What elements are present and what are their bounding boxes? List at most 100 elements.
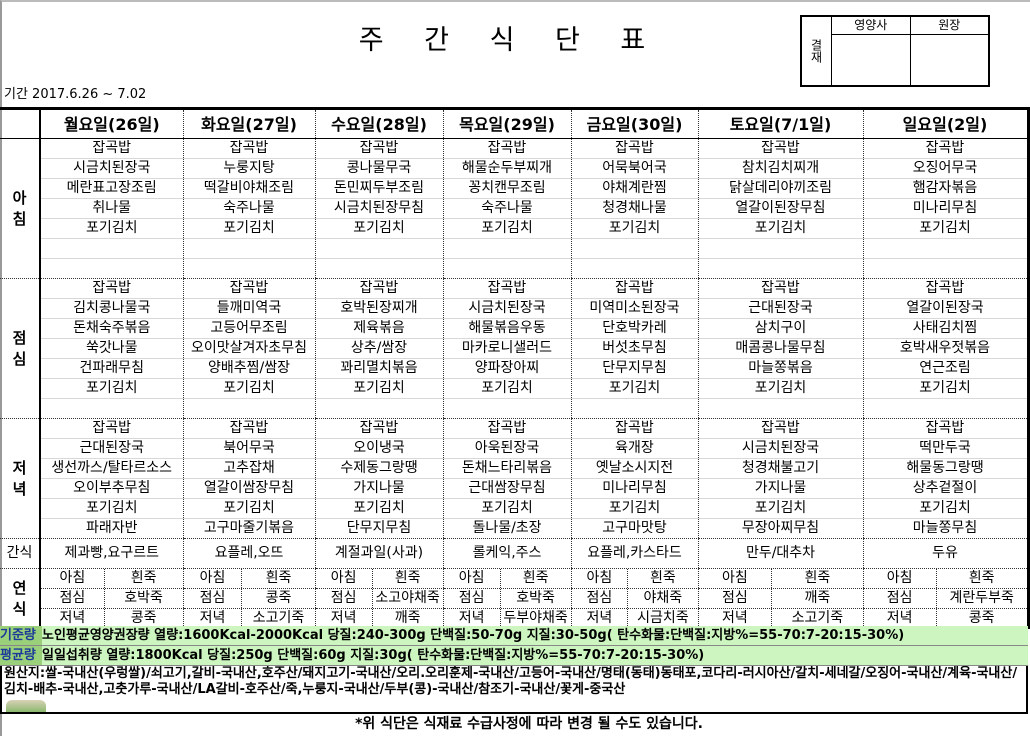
porridge-item: 소고야채죽 <box>375 590 440 606</box>
menu-item: 콩나물무국 <box>314 158 443 179</box>
menu-item: 삼치구이 <box>697 318 863 339</box>
menu-item: 단호박카레 <box>570 318 698 339</box>
menu-item: 시금치된장국 <box>442 298 571 319</box>
empty-cell <box>697 238 863 259</box>
breakfast-row: 아침 잡곡밥 잡곡밥 잡곡밥 잡곡밥 잡곡밥 잡곡밥 잡곡밥 <box>0 138 1028 279</box>
menu-item: 열갈이쌈장무침 <box>182 478 315 499</box>
average-row: 평균량 일일섭취량 열량:1800Kcal 당질:250g 단백질:60g 지질:… <box>0 646 1028 666</box>
porridge-row: 점심 호박죽 점심 콩죽 점심 소고야채죽 점심 호박죽 점심 야채죽 점심 깨죽 점심 계란두부죽 <box>0 588 1028 609</box>
menu-item: 마카로니샐러드 <box>442 338 571 359</box>
menu-item: 상추/쌈장 <box>314 338 443 359</box>
porridge-cell: 아침 흰죽 <box>39 568 183 589</box>
standard-label: 기준량 <box>0 626 42 645</box>
porridge-meal: 점심 <box>316 589 373 608</box>
porridge-item: 계란두부죽 <box>949 590 1014 606</box>
porridge-meal: 저녁 <box>572 609 629 628</box>
menu-item: 잡곡밥 <box>570 138 698 159</box>
porridge-item: 콩죽 <box>130 610 157 626</box>
menu-item: 마늘쫑무침 <box>862 518 1028 539</box>
snack-item: 계절과일(사과) <box>314 538 443 569</box>
porridge-item: 소고기죽 <box>791 610 844 626</box>
menu-item: 상추겉절이 <box>862 478 1028 499</box>
empty-cell <box>314 258 443 279</box>
approval-box: 결재 영양사 원장 <box>800 15 990 87</box>
dinner-label: 저녁 <box>0 418 41 539</box>
porridge-item: 콩죽 <box>968 610 995 626</box>
porridge-meal: 저녁 <box>41 609 105 628</box>
breakfast-row: 취나물 숙주나물 시금치된장무침 숙주나물 청경채나물 열갈이된장무침 미나리무침 <box>0 198 1028 219</box>
day-header: 금요일(30일) <box>570 108 698 139</box>
menu-item: 미나리무침 <box>862 198 1028 219</box>
meal-label-text: 점심 <box>12 328 27 368</box>
empty-cell <box>442 398 571 419</box>
empty-cell <box>39 238 183 259</box>
menu-item: 잡곡밥 <box>442 138 571 159</box>
menu-item: 양배추찜/쌈장 <box>182 358 315 379</box>
approval-col-header: 영양사 <box>832 17 910 35</box>
menu-item: 열갈이된장국 <box>862 298 1028 319</box>
menu-item: 잡곡밥 <box>570 278 698 299</box>
menu-item: 잡곡밥 <box>442 278 571 299</box>
menu-item: 포기김치 <box>39 218 183 239</box>
menu-item: 근대쌈장무침 <box>442 478 571 499</box>
menu-item: 돈채숙주볶음 <box>39 318 183 339</box>
menu-item: 마늘쫑볶음 <box>697 358 863 379</box>
porridge-cell: 아침 흰죽 <box>442 568 571 589</box>
lunch-row: 쑥갓나물 오이맛살겨자초무침 상추/쌈장 마카로니샐러드 버섯초무침 매콤콩나물무침 호박새… <box>0 338 1028 359</box>
porridge-item: 흰죽 <box>968 570 995 586</box>
porridge-meal: 아침 <box>41 569 105 588</box>
porridge-label-text: 연식 <box>12 578 27 618</box>
menu-item: 오징어무국 <box>862 158 1028 179</box>
menu-item: 호박새우젓볶음 <box>862 338 1028 359</box>
menu-item: 쑥갓나물 <box>39 338 183 359</box>
porridge-cell: 아침 흰죽 <box>697 568 863 589</box>
menu-item: 건파래무침 <box>39 358 183 379</box>
menu-item: 버섯초무침 <box>570 338 698 359</box>
menu-item: 포기김치 <box>570 218 698 239</box>
origin-text: 원산지:쌀-국내산(우렁쌀)/쇠고기,갈비-국내산,호주산/돼지고기-국내산/오… <box>4 666 1018 697</box>
corner-cell <box>0 108 41 139</box>
approval-director: 원장 <box>910 17 988 85</box>
snack-item: 두유 <box>862 538 1028 569</box>
porridge-item: 야채죽 <box>643 590 683 606</box>
menu-item: 취나물 <box>39 198 183 219</box>
porridge-cell: 아침 흰죽 <box>182 568 315 589</box>
empty-cell <box>442 258 571 279</box>
nutrition-standards: 기준량 노인평균영양권장량 열량:1600Kcal-2000Kcal 당질:240… <box>0 626 1028 666</box>
menu-item: 해물동그랑땡 <box>862 458 1028 479</box>
porridge-item: 흰죽 <box>130 570 157 586</box>
menu-item: 포기김치 <box>314 498 443 519</box>
porridge-cell: 점심 콩죽 <box>182 588 315 609</box>
menu-item: 돌나물/초장 <box>442 518 571 539</box>
porridge-meal: 아침 <box>572 569 629 588</box>
snack-label: 간식 <box>0 538 41 569</box>
porridge-meal: 아침 <box>184 569 243 588</box>
porridge-meal: 점심 <box>572 589 629 608</box>
porridge-cell: 점심 깨죽 <box>697 588 863 609</box>
breakfast-row: 포기김치 포기김치 포기김치 포기김치 포기김치 포기김치 포기김치 <box>0 218 1028 239</box>
menu-item: 해물볶음우동 <box>442 318 571 339</box>
porridge-meal: 저녁 <box>864 609 937 628</box>
empty-cell <box>697 398 863 419</box>
porridge-meal: 점심 <box>41 589 105 608</box>
menu-item: 잡곡밥 <box>39 138 183 159</box>
menu-item: 육개장 <box>570 438 698 459</box>
breakfast-row <box>0 258 1028 279</box>
empty-cell <box>182 238 315 259</box>
porridge-cell: 아침 흰죽 <box>862 568 1028 589</box>
empty-cell <box>182 258 315 279</box>
porridge-meal: 저녁 <box>444 609 501 628</box>
menu-item: 포기김치 <box>697 218 863 239</box>
menu-item: 잡곡밥 <box>39 418 183 439</box>
menu-item: 포기김치 <box>39 378 183 399</box>
standard-text: 노인평균영양권장량 열량:1600Kcal-2000Kcal 당질:240-30… <box>42 628 905 643</box>
grass-image <box>6 700 46 712</box>
snack-row: 간식 제과빵,요구르트 요플레,오뜨 계절과일(사과) 롤케익,주스 요플레,카스타드 만두… <box>0 538 1028 569</box>
menu-item: 미나리무침 <box>570 478 698 499</box>
lunch-row: 돈채숙주볶음 고등어무조림 제육볶음 해물볶음우동 단호박카레 삼치구이 사태김치찜 <box>0 318 1028 339</box>
menu-item: 포기김치 <box>442 378 571 399</box>
empty-cell <box>862 258 1028 279</box>
menu-item: 잡곡밥 <box>570 418 698 439</box>
menu-item: 잡곡밥 <box>39 278 183 299</box>
dinner-row: 오이부추무침 열갈이쌈장무침 가지나물 근대쌈장무침 미나리무침 가지나물 상추겉절이 <box>0 478 1028 499</box>
